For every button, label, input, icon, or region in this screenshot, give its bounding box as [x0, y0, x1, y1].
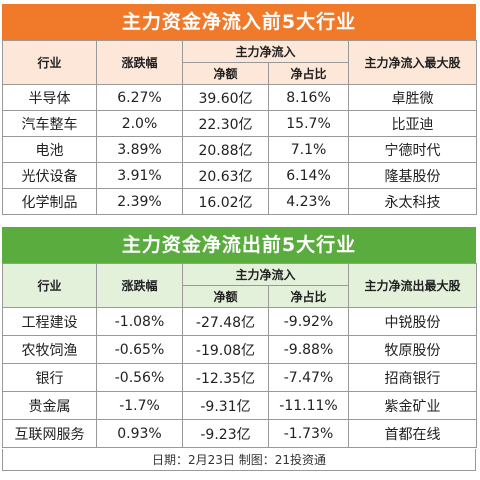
industry-cell: 农牧饲渔: [2, 335, 97, 364]
outflow-header-row-2: 净额 净占比: [3, 285, 477, 308]
net-ratio-cell: 15.7%: [267, 110, 350, 137]
inflow-table: 行业 涨跌幅 主力净流入 主力净流入最大股 净额 净占比 半导体 6.27% 3…: [2, 40, 478, 215]
industry-cell: 互联网服务: [2, 419, 97, 448]
outflow-header-row-1: 行业 涨跌幅 主力净流入 主力净流出最大股: [2, 263, 478, 308]
inflow-header-net-amount: 净额: [182, 62, 269, 85]
top-stock-cell: 牧原股份: [348, 335, 478, 364]
change-cell: 2.39%: [96, 188, 183, 215]
net-ratio-cell: 8.16%: [267, 84, 350, 111]
outflow-header-top-stock: 主力净流出最大股: [348, 263, 478, 308]
net-ratio-cell: -9.92%: [267, 307, 350, 336]
outflow-section: 主力资金净流出前5大行业 行业 涨跌幅 主力净流入 主力净流出最大股 净额 净占…: [2, 227, 478, 448]
net-ratio-cell: 7.1%: [267, 136, 350, 163]
net-amount-cell: 39.60亿: [182, 84, 269, 111]
net-amount-cell: -9.23亿: [182, 419, 269, 448]
table-row: 互联网服务 0.93% -9.23亿 -1.73% 首都在线: [2, 419, 478, 448]
net-amount-cell: 16.02亿: [182, 188, 269, 215]
top-stock-cell: 首都在线: [348, 419, 478, 448]
net-ratio-cell: 6.14%: [267, 162, 350, 189]
table-row: 电池 3.89% 20.88亿 7.1% 宁德时代: [2, 136, 478, 163]
industry-cell: 工程建设: [2, 307, 97, 336]
industry-cell: 半导体: [2, 84, 97, 111]
inflow-header-row-1: 行业 涨跌幅 主力净流入 主力净流入最大股: [2, 40, 478, 85]
table-row: 化学制品 2.39% 16.02亿 4.23% 永太科技: [2, 188, 478, 215]
outflow-header-change: 涨跌幅: [96, 263, 183, 308]
industry-cell: 汽车整车: [2, 110, 97, 137]
outflow-title: 主力资金净流出前5大行业: [2, 227, 476, 263]
change-cell: -0.65%: [96, 335, 183, 364]
outflow-header-net-amount: 净额: [182, 285, 269, 308]
table-row: 贵金属 -1.7% -9.31亿 -11.11% 紫金矿业: [2, 391, 478, 420]
net-ratio-cell: 4.23%: [267, 188, 350, 215]
outflow-table: 行业 涨跌幅 主力净流入 主力净流出最大股 净额 净占比 工程建设 -1.08%…: [2, 263, 478, 448]
table-row: 半导体 6.27% 39.60亿 8.16% 卓胜微: [2, 84, 478, 111]
top-stock-cell: 卓胜微: [348, 84, 478, 111]
industry-cell: 贵金属: [2, 391, 97, 420]
inflow-header-net-ratio: 净占比: [267, 62, 350, 85]
table-row: 银行 -0.56% -12.35亿 -7.47% 招商银行: [2, 363, 478, 392]
inflow-header-industry: 行业: [2, 40, 97, 85]
change-cell: 6.27%: [96, 84, 183, 111]
outflow-header-industry: 行业: [2, 263, 97, 308]
net-amount-cell: -12.35亿: [182, 363, 269, 392]
industry-cell: 银行: [2, 363, 97, 392]
inflow-section: 主力资金净流入前5大行业 行业 涨跌幅 主力净流入 主力净流入最大股 净额 净占…: [2, 4, 478, 215]
outflow-header-flow-group: 主力净流入: [181, 263, 350, 286]
change-cell: 2.0%: [96, 110, 183, 137]
net-amount-cell: -19.08亿: [182, 335, 269, 364]
footer-caption: 日期：2月23日 制图：21投资通: [2, 449, 476, 471]
table-row: 汽车整车 2.0% 22.30亿 15.7% 比亚迪: [2, 110, 478, 137]
industry-cell: 化学制品: [2, 188, 97, 215]
change-cell: -0.56%: [96, 363, 183, 392]
industry-cell: 光伏设备: [2, 162, 97, 189]
top-stock-cell: 宁德时代: [348, 136, 478, 163]
change-cell: 0.93%: [96, 419, 183, 448]
change-cell: 3.89%: [96, 136, 183, 163]
net-ratio-cell: -11.11%: [267, 391, 350, 420]
top-stock-cell: 中锐股份: [348, 307, 478, 336]
inflow-title: 主力资金净流入前5大行业: [2, 4, 476, 40]
net-amount-cell: 22.30亿: [182, 110, 269, 137]
net-ratio-cell: -7.47%: [267, 363, 350, 392]
net-amount-cell: 20.88亿: [182, 136, 269, 163]
top-stock-cell: 紫金矿业: [348, 391, 478, 420]
top-stock-cell: 招商银行: [348, 363, 478, 392]
inflow-header-row-2: 净额 净占比: [3, 62, 477, 85]
inflow-header-flow-group: 主力净流入: [181, 40, 350, 63]
top-stock-cell: 隆基股份: [348, 162, 478, 189]
top-stock-cell: 永太科技: [348, 188, 478, 215]
net-amount-cell: 20.63亿: [182, 162, 269, 189]
outflow-header-net-ratio: 净占比: [267, 285, 350, 308]
net-ratio-cell: -9.88%: [267, 335, 350, 364]
net-amount-cell: -27.48亿: [182, 307, 269, 336]
net-amount-cell: -9.31亿: [182, 391, 269, 420]
table-row: 光伏设备 3.91% 20.63亿 6.14% 隆基股份: [2, 162, 478, 189]
table-row: 农牧饲渔 -0.65% -19.08亿 -9.88% 牧原股份: [2, 335, 478, 364]
table-row: 工程建设 -1.08% -27.48亿 -9.92% 中锐股份: [2, 307, 478, 336]
top-stock-cell: 比亚迪: [348, 110, 478, 137]
net-ratio-cell: -1.73%: [267, 419, 350, 448]
change-cell: -1.08%: [96, 307, 183, 336]
change-cell: -1.7%: [96, 391, 183, 420]
industry-cell: 电池: [2, 136, 97, 163]
change-cell: 3.91%: [96, 162, 183, 189]
inflow-header-change: 涨跌幅: [96, 40, 183, 85]
inflow-header-top-stock: 主力净流入最大股: [348, 40, 478, 85]
